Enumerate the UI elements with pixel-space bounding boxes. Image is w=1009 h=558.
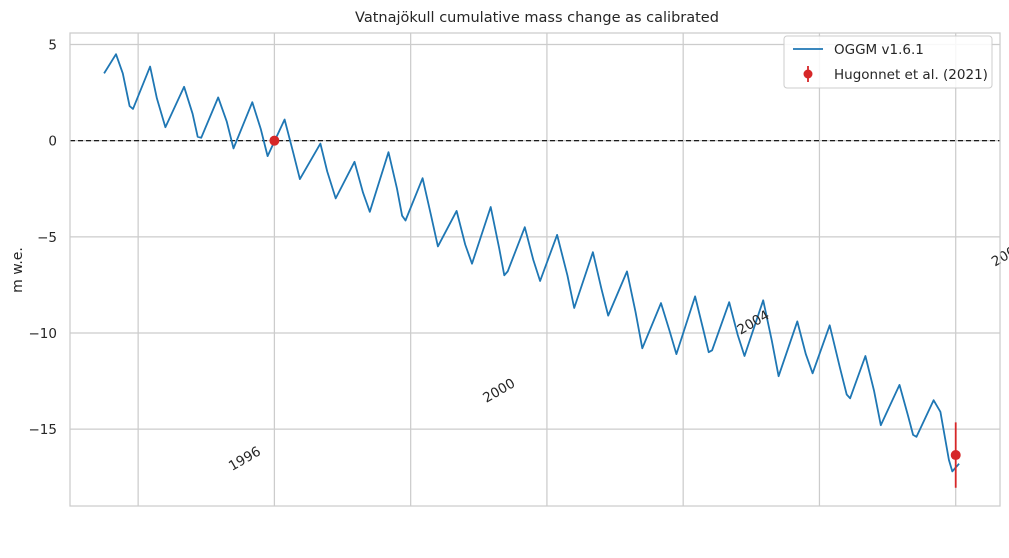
y-tick-label: −10 (29, 326, 58, 342)
legend-label: Hugonnet et al. (2021) (834, 67, 988, 83)
series-layer (103, 53, 961, 488)
legend-label: OGGM v1.6.1 (834, 42, 924, 58)
x-tick-label: 2004 (735, 307, 773, 338)
series-line-oggm (103, 53, 960, 473)
y-tick-label: 0 (48, 134, 57, 150)
y-tick-label: 5 (48, 38, 57, 54)
y-tick-label: −5 (37, 230, 57, 246)
chart-title: Vatnajökull cumulative mass change as ca… (355, 10, 719, 26)
tick-label-layer: 199620002004200820122016202050−5−10−15 (29, 38, 1009, 475)
data-point-hugonnet (950, 450, 961, 461)
legend-swatch-marker (803, 69, 813, 79)
y-tick-label: −15 (29, 422, 58, 438)
x-tick-label: 2008 (989, 239, 1009, 270)
grid-layer (70, 33, 1000, 506)
plot-frame (69, 32, 1001, 507)
data-point-hugonnet (269, 135, 280, 146)
x-tick-label: 2000 (480, 375, 518, 406)
x-tick-label: 1996 (226, 444, 264, 475)
legend-box (783, 35, 993, 89)
y-axis-label: m w.e. (10, 247, 26, 293)
legend: OGGM v1.6.1 Hugonnet et al. (2021) (783, 35, 993, 89)
